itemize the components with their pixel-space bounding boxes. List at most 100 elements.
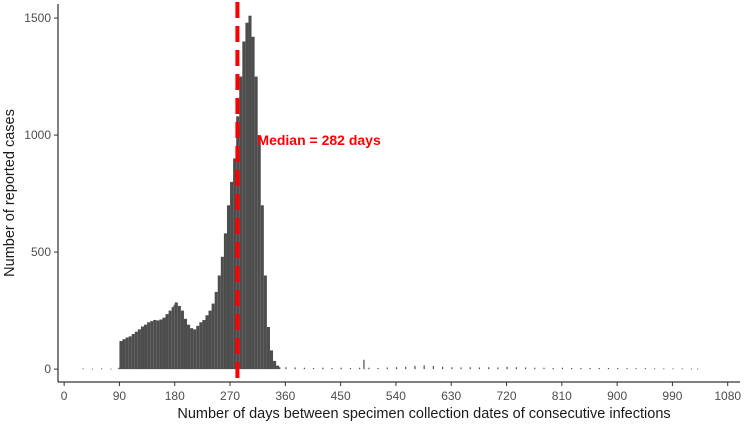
histogram-bar — [122, 339, 126, 370]
histogram-bar — [377, 367, 379, 370]
histogram-bar — [208, 310, 212, 370]
histogram-bar — [515, 367, 517, 370]
histogram-bar — [263, 275, 267, 370]
histogram-bar — [635, 368, 637, 370]
histogram-bar — [162, 317, 166, 370]
histogram-bar — [497, 367, 499, 370]
y-axis-title: Number of reported cases — [2, 109, 18, 277]
histogram-bar — [128, 336, 132, 370]
histogram-bar — [349, 367, 352, 370]
histogram-bar — [478, 367, 481, 370]
x-axis-ticks: 0 90 180 270 360 450 540 630 720 810 900 990 1080 — [61, 382, 741, 403]
x-tick-label: 0 — [61, 389, 68, 403]
histogram-bar — [254, 76, 258, 370]
x-tick-label: 270 — [220, 389, 240, 403]
histogram-bar — [257, 135, 261, 370]
histogram-bar — [269, 350, 274, 370]
x-tick-label: 1080 — [714, 389, 741, 403]
histogram-bar — [153, 319, 157, 370]
y-tick-label: 0 — [44, 362, 51, 376]
histogram-bar — [607, 367, 610, 370]
x-tick-label: 630 — [441, 389, 461, 403]
histogram-bar — [312, 367, 315, 370]
x-tick-label: 900 — [607, 389, 627, 403]
x-tick-label: 90 — [113, 389, 127, 403]
bars-layer — [82, 15, 699, 370]
histogram-bar — [159, 319, 163, 370]
histogram-bar — [663, 368, 665, 370]
x-tick-label: 180 — [165, 389, 185, 403]
histogram-bar — [690, 368, 693, 370]
histogram-bar — [91, 368, 93, 370]
histogram-bar — [144, 324, 148, 370]
histogram-bar — [451, 367, 453, 370]
histogram-bar — [147, 322, 151, 370]
histogram-bar — [524, 367, 527, 370]
histogram-bar — [226, 205, 231, 370]
histogram-bar — [488, 367, 490, 370]
histogram-bar — [571, 367, 573, 370]
histogram-bar — [171, 307, 174, 370]
y-axis-ticks: 0 500 1000 1500 — [24, 11, 58, 376]
histogram-bar — [294, 367, 296, 370]
x-tick-label: 720 — [497, 389, 517, 403]
histogram-bar — [119, 341, 123, 370]
histogram-bar — [672, 368, 674, 370]
histogram-bar — [199, 322, 203, 370]
histogram-bar — [125, 337, 129, 370]
histogram-bar — [177, 305, 181, 370]
histogram-bar — [331, 367, 333, 370]
histogram-bar — [273, 360, 277, 370]
histogram-bar — [561, 367, 564, 370]
histogram-bar — [150, 321, 154, 370]
histogram-bar — [168, 310, 172, 370]
x-tick-label: 990 — [662, 389, 682, 403]
histogram-bar — [359, 367, 361, 370]
x-axis-title: Number of days between specimen collecti… — [177, 406, 670, 422]
histogram-bar — [460, 367, 462, 370]
histogram-bar — [414, 365, 416, 370]
histogram-bar — [368, 367, 370, 370]
histogram-bar — [303, 367, 305, 370]
y-tick-label: 1500 — [24, 11, 51, 25]
histogram-bar — [205, 315, 209, 370]
histogram-bar — [266, 327, 270, 370]
histogram-bar — [276, 365, 280, 370]
histogram-bar — [386, 367, 388, 370]
histogram-bar — [82, 368, 84, 370]
histogram-bar — [469, 367, 471, 370]
histogram-bar — [137, 329, 141, 370]
histogram-bar — [214, 291, 218, 370]
histogram-bar — [405, 366, 407, 370]
histogram-bar — [248, 15, 252, 370]
histogram-bar — [543, 367, 545, 370]
median-annotation: Median = 282 days — [257, 132, 381, 148]
x-tick-label: 810 — [552, 389, 572, 403]
histogram-bar — [285, 367, 287, 370]
histogram-bar — [432, 366, 434, 370]
histogram-bar — [245, 22, 249, 370]
histogram-bar — [395, 367, 398, 370]
histogram-bar — [423, 365, 425, 370]
histogram-bar — [220, 256, 224, 370]
histogram-bar — [534, 367, 536, 370]
histogram-bar — [134, 331, 138, 370]
histogram-bar — [131, 334, 135, 370]
histogram-bar — [118, 367, 120, 370]
histogram-bar — [183, 318, 188, 370]
histogram-bar — [644, 368, 646, 370]
histogram-bar — [223, 233, 227, 370]
histogram-bar — [140, 326, 145, 370]
histogram-bar — [598, 367, 600, 370]
x-tick-label: 360 — [275, 389, 295, 403]
histogram-bar — [202, 319, 206, 370]
histogram-bar — [196, 325, 200, 370]
histogram-bar — [190, 328, 194, 370]
y-tick-label: 500 — [31, 245, 51, 259]
histogram-bar — [626, 368, 628, 370]
histogram-bar — [230, 181, 234, 370]
histogram-bar — [506, 366, 508, 370]
histogram-bar — [110, 368, 112, 370]
histogram-bar — [589, 367, 591, 370]
